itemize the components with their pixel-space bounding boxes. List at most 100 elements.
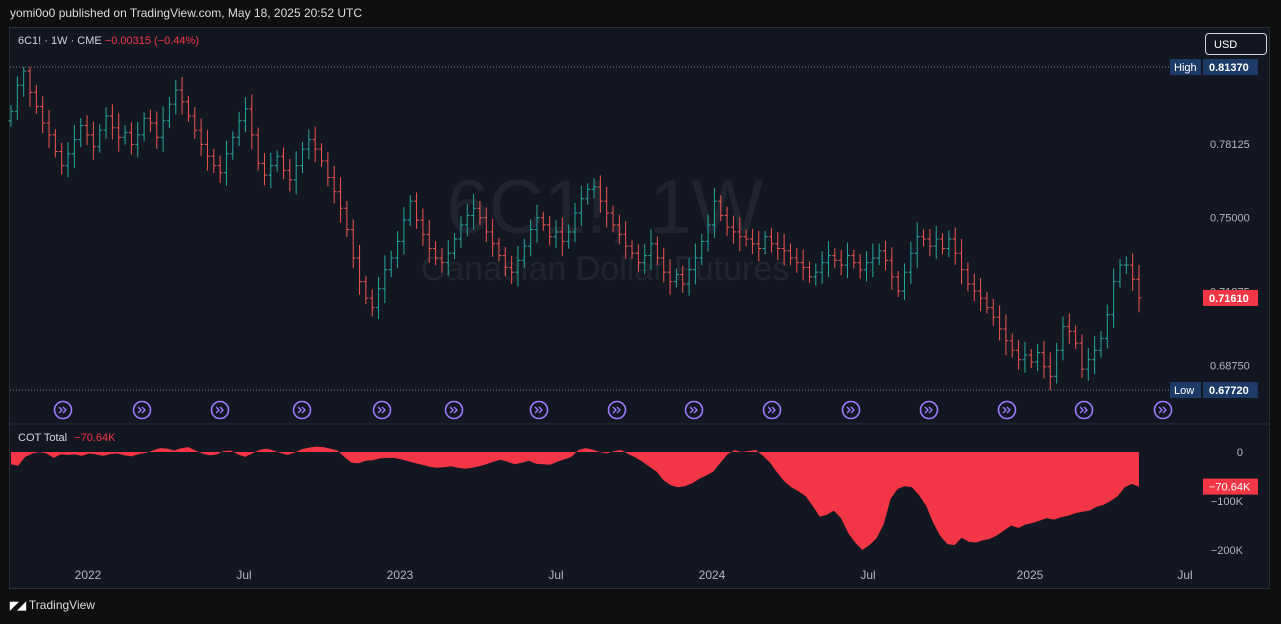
candle: [940, 233, 946, 255]
candle: [160, 106, 166, 152]
event-circle: [841, 400, 861, 420]
candle: [116, 113, 122, 152]
event-chevrons: [846, 406, 855, 414]
event-circle: [997, 400, 1017, 420]
time-tick: 2025: [1017, 568, 1044, 582]
candle: [559, 217, 565, 256]
candle: [927, 228, 933, 257]
high-badge-tag: [1170, 59, 1201, 75]
event-chevrons: [767, 406, 776, 414]
event-arrow-icon: [132, 400, 152, 420]
candle: [661, 247, 667, 283]
event-circle: [53, 400, 73, 420]
candle: [680, 265, 686, 293]
candle: [673, 268, 679, 288]
currency-button[interactable]: USD: [1205, 33, 1267, 55]
event-circle: [132, 400, 152, 420]
candle: [1073, 325, 1079, 350]
event-arrow-icon: [444, 400, 464, 420]
candle: [1022, 341, 1028, 373]
candle: [990, 298, 996, 326]
event-arrow-icon: [841, 400, 861, 420]
candle: [502, 246, 508, 277]
candle: [585, 183, 591, 205]
candle: [192, 107, 198, 139]
candle: [1111, 268, 1117, 328]
candle: [997, 305, 1003, 341]
candle: [794, 247, 800, 273]
candle: [420, 208, 426, 246]
cot-area-series: [11, 446, 1139, 550]
candle: [1041, 341, 1047, 379]
candle: [534, 204, 540, 243]
candle: [902, 263, 908, 300]
candle: [1136, 264, 1142, 313]
candle: [84, 115, 90, 146]
candle: [8, 105, 14, 127]
footer-brand-label: TradingView: [28, 598, 95, 612]
candle: [280, 147, 286, 180]
event-arrow-icon: [529, 400, 549, 420]
cot-last-badge: [1203, 478, 1258, 495]
candle: [249, 94, 255, 150]
low-badge-tag: [1170, 382, 1201, 398]
candle: [553, 220, 559, 249]
event-arrow-icon: [919, 400, 939, 420]
event-circle: [292, 400, 312, 420]
candle: [864, 251, 870, 282]
publish-header: yomi0o0 published on TradingView.com, Ma…: [10, 6, 362, 20]
candle: [78, 118, 84, 147]
candle: [1047, 352, 1053, 390]
candle: [629, 240, 635, 260]
time-tick: 2023: [387, 568, 414, 582]
candle: [883, 240, 889, 271]
candle: [483, 207, 489, 243]
price-tick: 0.68750: [1210, 361, 1250, 373]
candle: [825, 241, 831, 278]
candle: [692, 243, 698, 285]
candle: [933, 226, 939, 260]
candle: [433, 241, 439, 266]
candle: [90, 121, 96, 160]
candle: [724, 206, 730, 236]
time-tick: Jul: [1177, 568, 1192, 582]
candle: [407, 195, 413, 227]
event-chevrons: [1002, 406, 1011, 414]
candle: [382, 255, 388, 304]
candle: [1123, 256, 1129, 274]
event-chevrons: [924, 406, 933, 414]
candle: [965, 262, 971, 292]
event-arrow-icon: [684, 400, 704, 420]
event-circle: [762, 400, 782, 420]
candle: [768, 227, 774, 253]
candle: [242, 97, 248, 133]
candle: [426, 219, 432, 263]
candle: [141, 112, 147, 141]
event-chevrons: [449, 406, 458, 414]
event-circle: [529, 400, 549, 420]
candle: [357, 244, 363, 295]
candle: [1130, 253, 1136, 291]
symbol-watermark: 6C1!, 1W Canadian Dollar Futures: [421, 165, 790, 288]
candle: [185, 95, 191, 122]
event-chevrons: [1158, 406, 1167, 414]
candle: [27, 67, 33, 107]
footer-brand[interactable]: ◤◢ TradingView: [10, 598, 95, 612]
candle: [540, 211, 546, 231]
cot-tick: 0: [1237, 447, 1243, 459]
candle: [376, 277, 382, 320]
cot-value: −70.64K: [74, 432, 116, 444]
candle: [787, 243, 793, 266]
candle: [344, 200, 350, 237]
candle: [699, 234, 705, 266]
candle: [331, 165, 337, 204]
candle: [122, 125, 128, 145]
candle: [1054, 342, 1060, 384]
candle: [109, 104, 115, 140]
candle: [217, 155, 223, 183]
candle: [97, 124, 103, 153]
time-tick: 2024: [699, 568, 726, 582]
event-chevrons: [612, 406, 621, 414]
candle: [547, 216, 553, 246]
